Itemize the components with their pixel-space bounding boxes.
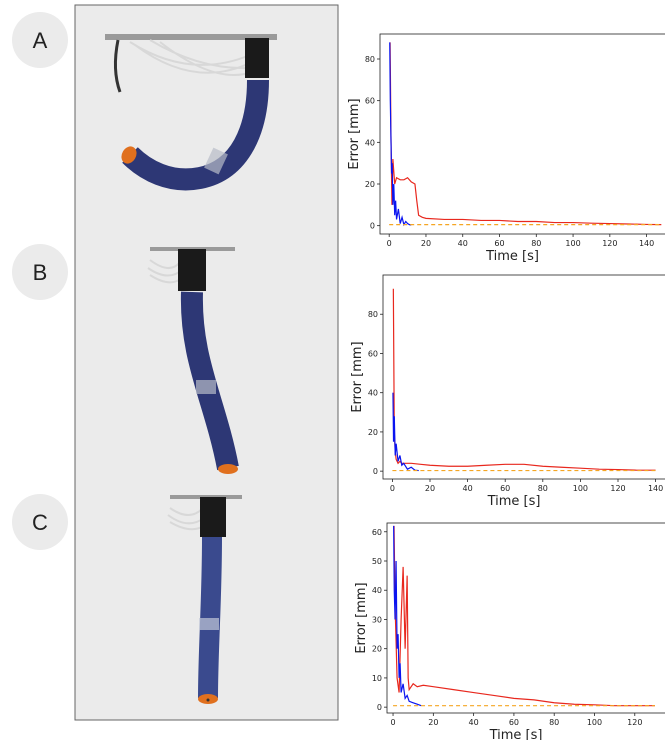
y-axis-label: Error [mm] [347,98,362,169]
x-tick-label: 100 [587,718,602,727]
x-tick-label: 20 [425,484,435,493]
x-tick-label: 140 [648,484,663,493]
x-tick-label: 60 [494,239,504,248]
series-line [392,392,419,472]
series-line [392,288,656,471]
x-axis-label: Time [s] [485,249,539,264]
y-tick-label: 10 [372,674,382,683]
plot-frame [382,274,665,480]
x-tick-label: 140 [639,239,654,248]
x-tick-label: 80 [549,718,559,727]
panel-badge [12,494,68,550]
x-tick-label: 100 [565,239,580,248]
x-axis-label: Time [s] [487,494,541,509]
x-tick-label: 0 [390,718,395,727]
y-tick-label: 40 [365,138,375,147]
x-tick-label: 120 [602,239,617,248]
series-line [393,525,422,707]
chart: 0 20 40 60 80 0 20 40 60 80 100 120 140 Time [s] Error… [350,274,665,509]
x-tick-label: 0 [390,484,395,493]
chart: 0 20 40 60 80 0 20 40 60 80 100 120 140 Time [s] Error… [347,33,665,264]
series-line [393,525,655,707]
x-tick-label: 40 [463,484,473,493]
y-tick-label: 0 [370,222,375,231]
panel-label: B [33,260,48,285]
x-tick-label: 0 [387,239,392,248]
chart: 0 10 20 30 40 50 60 0 20 40 60 80 100 120 Time [s] Erro… [354,522,665,740]
x-tick-label: 120 [610,484,625,493]
y-tick-label: 40 [368,389,378,398]
plot-frame [379,33,665,235]
y-tick-label: 0 [373,467,378,476]
plot-frame [386,522,665,714]
x-tick-label: 80 [531,239,541,248]
panel-badge [12,12,68,68]
y-tick-label: 20 [365,180,375,189]
x-axis-label: Time [s] [489,728,543,740]
panel-markers: A B C [12,12,68,550]
x-tick-label: 20 [428,718,438,727]
y-tick-label: 80 [365,55,375,64]
y-tick-label: 30 [372,615,382,624]
y-tick-label: 0 [377,703,382,712]
robot-b [147,247,239,474]
panel-label: C [32,510,48,535]
y-axis-label: Error [mm] [354,582,369,653]
y-tick-label: 20 [368,428,378,437]
series-line [389,42,412,227]
y-tick-label: 60 [365,97,375,106]
y-tick-label: 50 [372,557,382,566]
y-axis-label: Error [mm] [350,341,365,412]
robot-c [167,495,242,704]
y-tick-label: 60 [368,349,378,358]
x-tick-label: 60 [500,484,510,493]
panel-label: A [33,28,48,53]
x-tick-label: 100 [573,484,588,493]
robot-a [105,34,277,191]
series-line [389,42,662,226]
x-tick-label: 80 [538,484,548,493]
photo-panel [74,4,339,721]
panel-badge [12,244,68,300]
x-tick-label: 120 [627,718,642,727]
y-tick-label: 60 [372,528,382,537]
x-tick-label: 60 [509,718,519,727]
x-tick-label: 20 [421,239,431,248]
x-tick-label: 40 [469,718,479,727]
y-tick-label: 20 [372,645,382,654]
y-tick-label: 80 [368,310,378,319]
y-tick-label: 40 [372,586,382,595]
x-tick-label: 40 [458,239,468,248]
